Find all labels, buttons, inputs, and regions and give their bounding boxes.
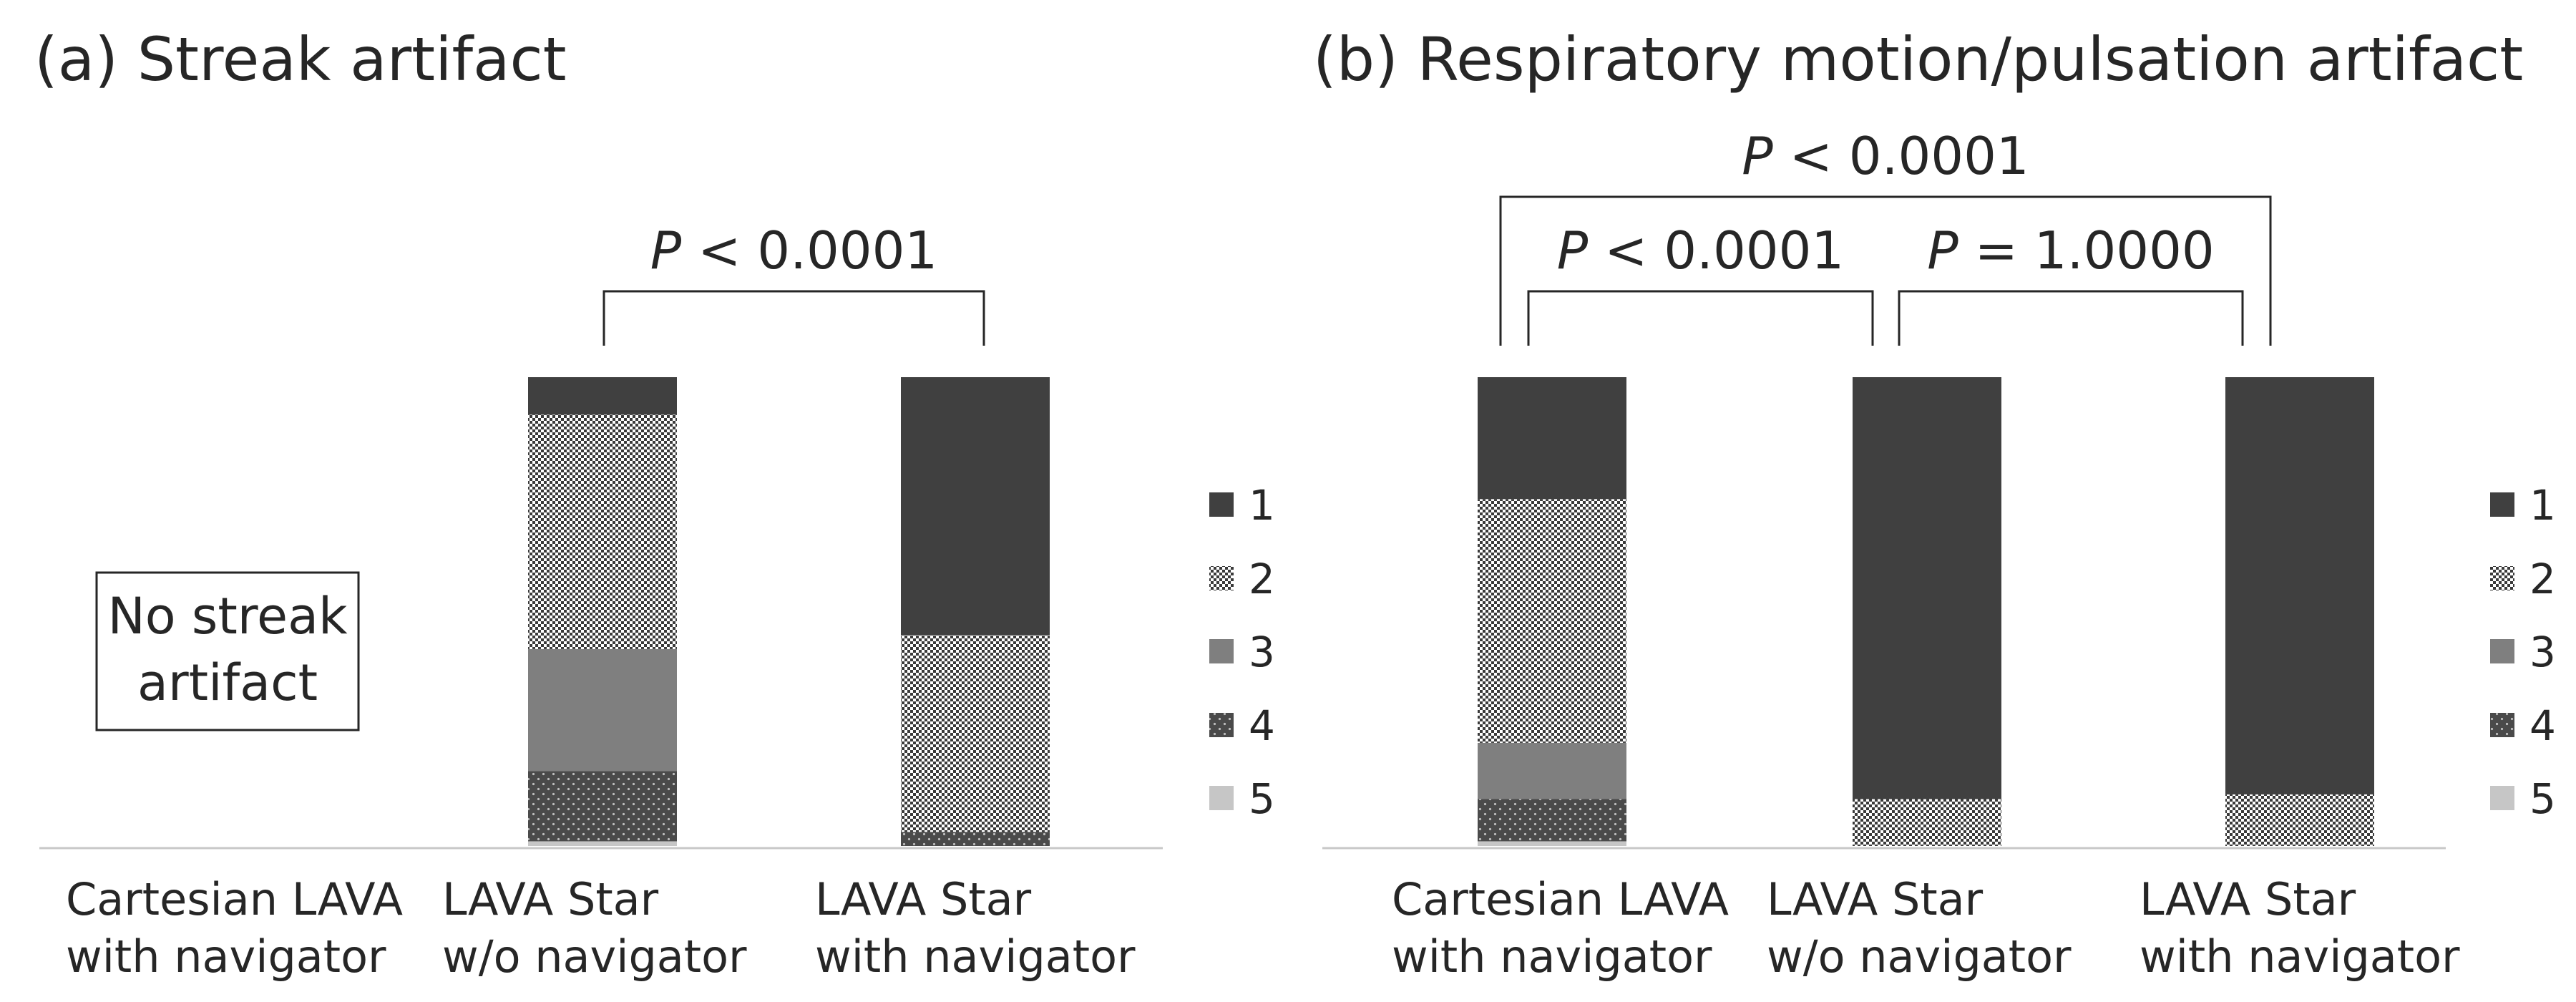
x-tick-label: Cartesian LAVA [1392, 873, 1729, 925]
legend-label-2: 2 [2529, 555, 2556, 603]
bar-segment-score-1 [1853, 377, 2001, 799]
x-tick-label: LAVA Star [2140, 873, 2356, 925]
x-tick-label: with navigator [1392, 930, 1712, 983]
legend-label-5: 5 [2529, 774, 2556, 823]
legend-label-1: 1 [2529, 481, 2556, 530]
panel-a-legend: 1 2 3 4 5 [1209, 481, 1275, 823]
legend-label-2: 2 [1249, 555, 1275, 603]
legend-swatch-5 [2490, 786, 2514, 810]
bar-segment-score-5 [1478, 841, 1626, 846]
x-tick-label: LAVA Star [1767, 873, 1984, 925]
legend-label-4: 4 [1249, 701, 1275, 750]
legend-swatch-3 [2490, 639, 2514, 663]
x-tick-label: LAVA Star [815, 873, 1032, 925]
significance-bracket [1527, 290, 1874, 346]
bar-segment-score-1 [528, 377, 677, 415]
p-value-label: P = 1.0000 [1927, 220, 2214, 281]
bar-segment-score-5 [528, 841, 677, 846]
bar-segment-score-4 [901, 832, 1050, 846]
legend-swatch-4 [1209, 713, 1234, 737]
bar-segment-score-2 [1478, 499, 1626, 743]
x-tick-label: with navigator [815, 930, 1136, 983]
panel-b-bars [1478, 377, 2374, 846]
panel-a-title: (a) Streak artifact [34, 24, 567, 94]
x-tick-label: with navigator [66, 930, 386, 983]
legend-swatch-2 [2490, 566, 2514, 590]
no-streak-note: No streak artifact [95, 571, 360, 731]
p-value-label: P < 0.0001 [650, 220, 937, 281]
bar-segment-score-3 [528, 648, 677, 772]
legend-swatch-1 [1209, 492, 1234, 517]
bar-segment-score-4 [528, 771, 677, 842]
panel-b: (b) Respiratory motion/pulsation artifac… [1313, 24, 2556, 983]
significance-bracket [602, 290, 985, 346]
p-value-label: P < 0.0001 [1557, 220, 1844, 281]
bar-segment-score-4 [1478, 799, 1626, 842]
legend-label-1: 1 [1249, 481, 1275, 530]
bar-segment-score-3 [1478, 742, 1626, 799]
no-streak-note-line-2: artifact [137, 653, 318, 712]
x-tick-label: with navigator [2140, 930, 2460, 983]
legend-swatch-2 [1209, 566, 1234, 590]
legend-label-4: 4 [2529, 701, 2556, 750]
x-tick-label: Cartesian LAVA [66, 873, 403, 925]
bar-segment-score-1 [2225, 377, 2374, 794]
bar-segment-score-2 [1853, 799, 2001, 846]
no-streak-note-line-1: No streak [107, 587, 348, 646]
bar-segment-score-1 [901, 377, 1050, 636]
legend-swatch-4 [2490, 713, 2514, 737]
bar-segment-score-2 [528, 414, 677, 649]
panel-b-brackets: P < 0.0001 P = 1.0000 P < 0.0001 [1499, 126, 2272, 346]
legend-label-3: 3 [2529, 628, 2556, 676]
x-tick-label: w/o navigator [1767, 930, 2072, 983]
legend-swatch-1 [2490, 492, 2514, 517]
x-tick-label: w/o navigator [442, 930, 747, 983]
legend-label-5: 5 [1249, 774, 1275, 823]
significance-bracket [1898, 290, 2244, 346]
bar-segment-score-2 [2225, 794, 2374, 846]
x-tick-label: LAVA Star [442, 873, 659, 925]
no-streak-note-box [95, 571, 360, 731]
significance-bracket [1499, 195, 2272, 346]
p-value-label: P < 0.0001 [1742, 126, 2029, 186]
bar-segment-score-2 [901, 635, 1050, 832]
panel-a-bars [528, 377, 1050, 846]
legend-swatch-3 [1209, 639, 1234, 663]
panel-b-title: (b) Respiratory motion/pulsation artifac… [1313, 24, 2523, 94]
legend-label-3: 3 [1249, 628, 1275, 676]
bar-segment-score-1 [1478, 377, 1626, 500]
legend-swatch-5 [1209, 786, 1234, 810]
panel-b-legend: 1 2 3 4 5 [2490, 481, 2556, 823]
panel-a-brackets: P < 0.0001 [602, 220, 985, 346]
